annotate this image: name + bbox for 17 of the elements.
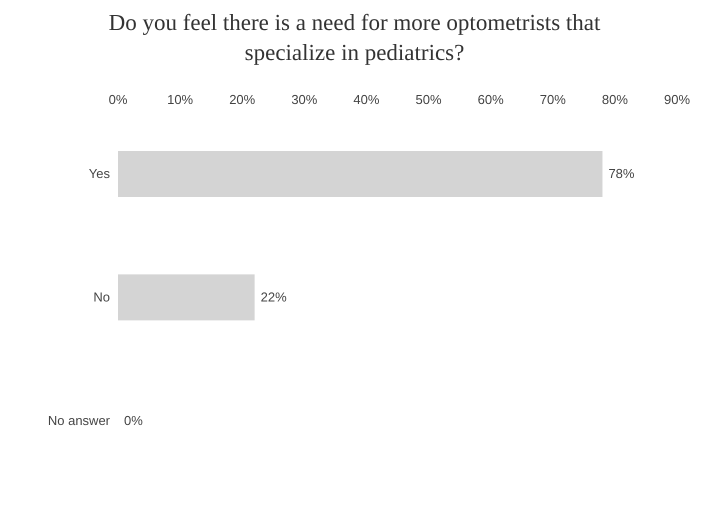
x-tick-label: 10% — [167, 92, 194, 107]
x-tick-label: 50% — [416, 92, 442, 107]
data-label: 78% — [608, 166, 635, 182]
y-tick-label: No — [93, 290, 110, 304]
x-tick-label: 90% — [664, 92, 690, 107]
x-tick-label: 20% — [229, 92, 256, 107]
data-label: 0% — [124, 412, 144, 428]
x-tick-label: 60% — [478, 92, 504, 107]
chart-title: Do you feel there is a need for more optometrists that specialize in pediatrics? — [108, 9, 602, 67]
x-tick-label: 40% — [353, 92, 380, 107]
y-tick-label: Yes — [88, 166, 110, 182]
x-tick-label: 30% — [291, 92, 318, 107]
x-tick-label: 0% — [108, 92, 128, 107]
x-tick-label: 70% — [540, 92, 566, 107]
y-tick-label: No answer — [48, 412, 111, 428]
data-label: 22% — [260, 290, 288, 304]
x-tick-label: 80% — [602, 92, 628, 107]
